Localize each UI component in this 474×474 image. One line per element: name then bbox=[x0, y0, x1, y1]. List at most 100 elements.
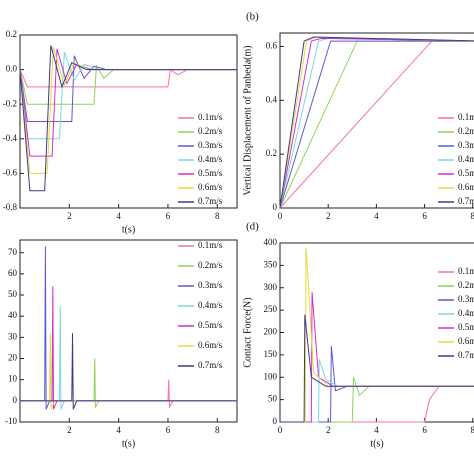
y-tick-label: 0.2 bbox=[266, 148, 277, 158]
x-tick-label: 4 bbox=[116, 425, 121, 435]
legend-label: 0.5m/s bbox=[198, 320, 223, 330]
x-tick-label: 8 bbox=[471, 211, 474, 221]
x-tick-label: 2 bbox=[326, 211, 331, 221]
y-tick-label: 20 bbox=[8, 353, 18, 363]
y-tick-label: 200 bbox=[264, 327, 278, 337]
data-line bbox=[19, 46, 237, 174]
legend-label: 0.6m/s bbox=[198, 182, 223, 192]
plot-frame bbox=[19, 34, 238, 209]
y-tick-label: 350 bbox=[264, 259, 278, 269]
y-tick-label: 30 bbox=[8, 331, 18, 341]
y-tick-label: 0.2 bbox=[6, 29, 17, 39]
data-line bbox=[19, 52, 237, 140]
y-tick-label: 60 bbox=[8, 268, 18, 278]
data-line bbox=[280, 314, 474, 423]
x-tick-label: 8 bbox=[215, 425, 220, 435]
y-tick-label: 300 bbox=[264, 282, 278, 292]
x-axis-label: t(s) bbox=[370, 438, 383, 449]
legend-label: 0.3m/s bbox=[198, 140, 223, 150]
data-line bbox=[19, 45, 237, 192]
data-line bbox=[279, 40, 474, 209]
x-tick-label: 6 bbox=[166, 211, 171, 221]
data-line bbox=[19, 48, 237, 157]
data-line bbox=[279, 37, 474, 209]
y-tick-label: -0.2 bbox=[3, 98, 17, 108]
y-tick-label: -0.8 bbox=[3, 202, 18, 212]
y-tick-label: 10 bbox=[8, 374, 18, 384]
legend-label: 0.3m/s bbox=[458, 140, 474, 150]
panel-label: (b) bbox=[246, 11, 259, 23]
data-line bbox=[279, 36, 474, 209]
x-tick-label: 0 bbox=[278, 425, 283, 435]
y-tick-label: 100 bbox=[264, 371, 278, 381]
x-tick-label: 4 bbox=[374, 425, 379, 435]
x-tick-label: 2 bbox=[67, 425, 72, 435]
y-tick-label: 70 bbox=[8, 247, 18, 257]
x-tick-label: 8 bbox=[471, 425, 474, 435]
data-line bbox=[279, 37, 474, 209]
legend-label: 0.6m/s bbox=[458, 182, 474, 192]
y-tick-label: 0.6 bbox=[266, 41, 278, 51]
x-tick-label: 6 bbox=[422, 211, 427, 221]
legend-label: 0.2m/s bbox=[458, 280, 474, 290]
data-line bbox=[279, 36, 474, 209]
y-tick-label: 0 bbox=[13, 395, 18, 405]
y-axis-label: Vertical Displacement of Panbeda(m) bbox=[242, 45, 253, 195]
panel-label: (d) bbox=[246, 221, 259, 233]
legend-label: 0.1m/s bbox=[458, 266, 474, 276]
x-tick-label: 6 bbox=[422, 425, 427, 435]
legend-label: 0.1m/s bbox=[198, 112, 223, 122]
x-tick-label: 8 bbox=[215, 211, 220, 221]
data-line bbox=[20, 333, 237, 410]
x-tick-label: 2 bbox=[326, 425, 331, 435]
y-tick-label: -0.6 bbox=[3, 167, 18, 177]
plot-frame bbox=[19, 239, 238, 423]
data-line bbox=[279, 40, 474, 209]
legend-label: 0.7m/s bbox=[458, 196, 474, 206]
x-tick-label: 4 bbox=[374, 211, 379, 221]
x-tick-label: 0 bbox=[278, 211, 283, 221]
y-tick-label: -0.4 bbox=[3, 133, 18, 143]
legend-label: 0.7m/s bbox=[458, 350, 474, 360]
data-line bbox=[19, 55, 237, 122]
y-tick-label: 400 bbox=[264, 237, 278, 247]
y-tick-label: -10 bbox=[5, 416, 17, 426]
legend-label: 0.7m/s bbox=[198, 196, 223, 206]
legend-label: 0.4m/s bbox=[198, 300, 223, 310]
legend-label: 0.5m/s bbox=[198, 168, 223, 178]
x-axis-label: t(s) bbox=[122, 438, 135, 449]
x-tick-label: 4 bbox=[116, 211, 121, 221]
y-tick-label: 0.4 bbox=[266, 94, 278, 104]
data-line bbox=[280, 359, 474, 423]
y-tick-label: 0 bbox=[273, 416, 278, 426]
legend-label: 0.5m/s bbox=[458, 322, 474, 332]
plot-frame bbox=[279, 242, 474, 423]
legend-label: 0.2m/s bbox=[198, 260, 223, 270]
y-tick-label: 50 bbox=[268, 394, 278, 404]
y-tick-label: 40 bbox=[8, 310, 18, 320]
y-tick-label: 250 bbox=[264, 304, 278, 314]
legend-label: 0.6m/s bbox=[458, 336, 474, 346]
data-line bbox=[280, 385, 474, 423]
y-tick-label: 0 bbox=[273, 202, 278, 212]
legend-label: 0.4m/s bbox=[458, 154, 474, 164]
y-tick-label: 0.0 bbox=[6, 64, 18, 74]
x-tick-label: 2 bbox=[67, 211, 72, 221]
legend-label: 0.3m/s bbox=[198, 280, 223, 290]
data-line bbox=[279, 40, 474, 209]
legend-label: 0.2m/s bbox=[198, 126, 223, 136]
legend-label: 0.3m/s bbox=[458, 294, 474, 304]
legend-label: 0.7m/s bbox=[198, 360, 223, 370]
data-line bbox=[280, 247, 474, 423]
x-tick-label: 6 bbox=[166, 425, 171, 435]
legend-label: 0.4m/s bbox=[198, 154, 223, 164]
legend-label: 0.4m/s bbox=[458, 308, 474, 318]
x-axis-label: t(s) bbox=[122, 224, 135, 235]
y-axis-label: Contact Force(N) bbox=[242, 297, 253, 367]
legend-label: 0.1m/s bbox=[198, 240, 223, 250]
legend-label: 0.2m/s bbox=[458, 126, 474, 136]
data-line bbox=[280, 377, 474, 423]
legend-label: 0.1m/s bbox=[458, 112, 474, 122]
y-tick-label: 150 bbox=[264, 349, 278, 359]
